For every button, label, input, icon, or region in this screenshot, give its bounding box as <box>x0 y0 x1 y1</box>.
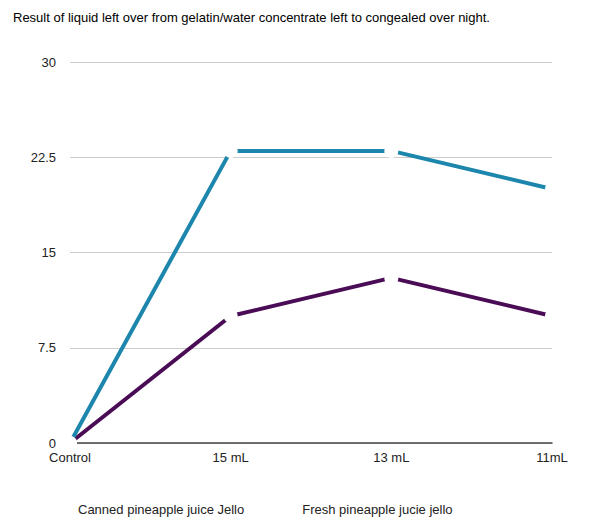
svg-text:Control: Control <box>49 450 91 465</box>
svg-text:13 mL: 13 mL <box>373 450 409 465</box>
svg-text:11mL: 11mL <box>536 450 568 465</box>
svg-text:30: 30 <box>42 55 56 70</box>
svg-text:22.5: 22.5 <box>31 150 56 165</box>
svg-text:Canned pineapple juice Jello: Canned pineapple juice Jello <box>78 502 244 517</box>
svg-text:Fresh pineapple jucie jello: Fresh pineapple jucie jello <box>302 502 452 517</box>
svg-text:Result of liquid left over fro: Result of liquid left over from gelatin/… <box>13 10 490 25</box>
svg-text:7.5: 7.5 <box>38 340 56 355</box>
svg-text:15: 15 <box>42 245 56 260</box>
svg-text:15 mL: 15 mL <box>213 450 249 465</box>
svg-text:0: 0 <box>49 436 56 451</box>
